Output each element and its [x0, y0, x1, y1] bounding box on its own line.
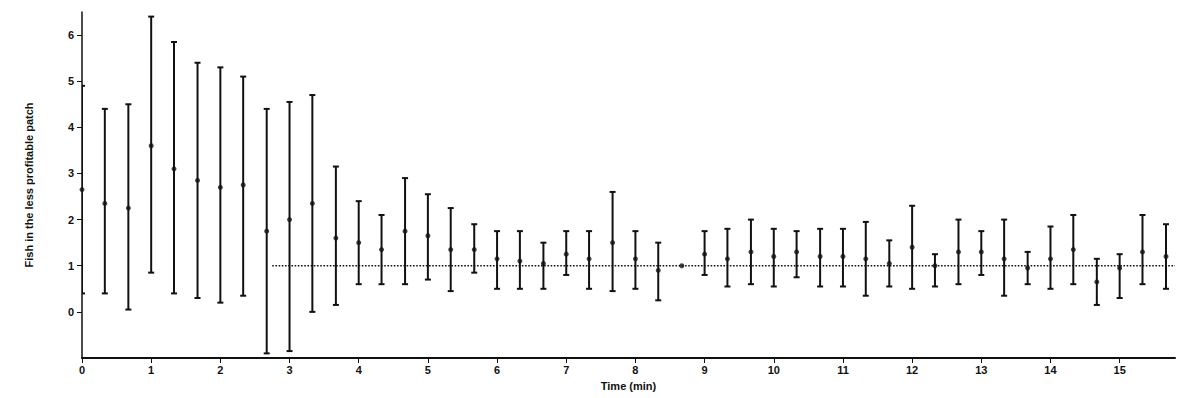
svg-text:9: 9: [702, 364, 708, 376]
svg-text:Time (min): Time (min): [601, 380, 657, 392]
svg-text:0: 0: [79, 364, 85, 376]
svg-text:5: 5: [425, 364, 431, 376]
svg-text:10: 10: [768, 364, 780, 376]
svg-text:0: 0: [68, 306, 74, 318]
svg-text:7: 7: [563, 364, 569, 376]
svg-text:6: 6: [68, 29, 74, 41]
svg-text:Fish in the less profitable pa: Fish in the less profitable patch: [23, 102, 35, 267]
svg-text:2: 2: [217, 364, 223, 376]
svg-text:13: 13: [975, 364, 987, 376]
svg-text:1: 1: [148, 364, 154, 376]
svg-text:2: 2: [68, 214, 74, 226]
svg-text:14: 14: [1044, 364, 1057, 376]
svg-text:15: 15: [1114, 364, 1126, 376]
svg-text:3: 3: [286, 364, 292, 376]
svg-text:5: 5: [68, 75, 74, 87]
svg-text:4: 4: [356, 364, 363, 376]
svg-text:12: 12: [906, 364, 918, 376]
svg-text:1: 1: [68, 260, 74, 272]
svg-text:6: 6: [494, 364, 500, 376]
svg-text:8: 8: [632, 364, 638, 376]
svg-text:4: 4: [68, 121, 75, 133]
svg-text:11: 11: [837, 364, 849, 376]
svg-text:3: 3: [68, 167, 74, 179]
